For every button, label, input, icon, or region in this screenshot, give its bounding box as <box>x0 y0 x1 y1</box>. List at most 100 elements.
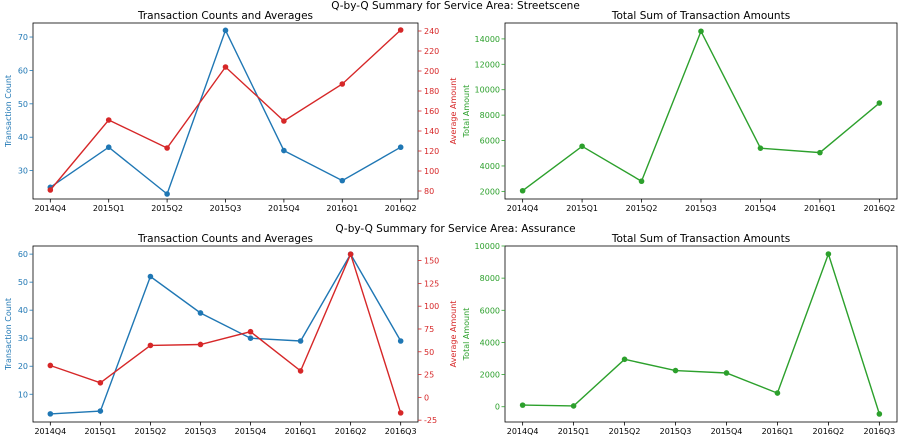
x-tick-label: 2016Q1 <box>762 427 794 436</box>
x-tick-label: 2015Q3 <box>685 204 717 213</box>
data-point <box>519 402 526 408</box>
data-point <box>698 28 704 35</box>
x-tick-label: 2015Q4 <box>268 204 300 213</box>
y-right-tick-label: -25 <box>424 416 437 425</box>
data-point <box>47 187 54 193</box>
x-tick-label: 2015Q1 <box>93 204 125 213</box>
data-point <box>876 100 883 106</box>
chart-title: Transaction Counts and Averages <box>137 233 313 245</box>
y-tick-label: 60 <box>18 250 28 259</box>
y-right-tick-label: 150 <box>424 257 439 266</box>
data-point <box>297 338 304 344</box>
y-right-tick-label: 50 <box>424 348 434 357</box>
series-line-average <box>50 252 402 414</box>
data-point <box>579 143 585 150</box>
data-point <box>197 341 204 348</box>
y-tick-label: 40 <box>18 306 28 315</box>
data-point <box>621 356 628 363</box>
figure-suptitle-assurance: Q-by-Q Summary for Service Area: Assuran… <box>335 223 576 235</box>
y-tick-label: 30 <box>18 334 28 343</box>
series-line-count <box>50 252 402 415</box>
chart-panel-2: Total Sum of Transaction Amounts 2014Q4 20… <box>462 10 898 213</box>
y-tick-label: 40 <box>18 133 28 142</box>
data-point <box>825 251 832 257</box>
x-tick-label: 2014Q4 <box>34 204 66 213</box>
y-tick-label: 70 <box>18 33 28 42</box>
y-tick-label: 6000 <box>480 306 500 315</box>
x-tick-label: 2016Q2 <box>863 204 895 213</box>
data-point <box>339 81 346 87</box>
x-tick-label: 2015Q3 <box>210 204 242 213</box>
x-tick-label: 2016Q2 <box>385 204 417 213</box>
chart-panel-4: Total Sum of Transaction Amounts 2014Q4 20… <box>462 233 898 436</box>
x-tick-label: 2014Q4 <box>507 204 539 213</box>
y-tick-label: 14000 <box>475 35 500 44</box>
y-right-tick-label: 200 <box>424 67 439 76</box>
y-right-tick-label: 120 <box>424 147 439 156</box>
data-point <box>97 408 104 414</box>
series-line-total <box>522 251 881 415</box>
plot-frame <box>504 22 898 200</box>
data-point <box>672 367 679 374</box>
y-axis-label: Transaction Count <box>4 75 13 148</box>
data-point <box>347 251 354 258</box>
data-point <box>817 149 823 156</box>
x-tick-label: 2015Q2 <box>626 204 658 213</box>
chart-panel-1: Transaction Counts and Averages 2014Q4 201… <box>4 10 458 213</box>
y-tick-label: 8000 <box>480 111 500 120</box>
x-tick-label: 2015Q4 <box>745 204 777 213</box>
y-tick-label: 2000 <box>480 187 500 196</box>
data-point <box>164 145 170 151</box>
data-point <box>247 335 254 342</box>
plot-frame <box>32 245 419 423</box>
y-right-axis-label: Average Amount <box>449 301 458 368</box>
y-right-tick-label: 240 <box>424 27 439 36</box>
y-tick-label: 30 <box>18 167 28 176</box>
data-point <box>105 144 112 151</box>
data-point <box>222 64 229 70</box>
y-tick-label: 50 <box>18 278 28 287</box>
data-point <box>164 191 170 197</box>
chart-title: Total Sum of Transaction Amounts <box>611 233 790 245</box>
y-right-tick-label: 80 <box>424 187 434 196</box>
x-tick-label: 2014Q4 <box>34 427 66 436</box>
data-point <box>281 118 287 124</box>
y-tick-label: 60 <box>18 66 28 75</box>
x-tick-label: 2015Q2 <box>135 427 167 436</box>
data-point <box>222 27 229 34</box>
x-tick-label: 2016Q1 <box>326 204 358 213</box>
data-point <box>519 187 526 194</box>
data-point <box>774 390 781 396</box>
y-tick-label: 10000 <box>475 242 500 251</box>
x-tick-label: 2016Q3 <box>863 427 895 436</box>
data-point <box>47 411 54 417</box>
data-point <box>47 362 54 369</box>
data-point <box>247 328 254 335</box>
y-right-tick-label: 75 <box>424 325 434 334</box>
data-point <box>297 368 304 374</box>
figure-suptitle-streetscene: Q-by-Q Summary for Service Area: Streets… <box>331 0 580 12</box>
x-tick-label: 2015Q1 <box>558 427 590 436</box>
data-point <box>397 410 404 416</box>
y-axis-label: Transaction Count <box>4 298 13 371</box>
x-tick-label: 2016Q1 <box>285 427 317 436</box>
plot-frame <box>32 22 419 200</box>
x-tick-label: 2015Q4 <box>711 427 743 436</box>
x-tick-label: 2016Q3 <box>385 427 417 436</box>
chart-panel-3: Transaction Counts and Averages 2014Q4 201… <box>4 233 458 436</box>
data-point <box>757 145 764 151</box>
y-tick-label: 0 <box>495 403 500 412</box>
data-point <box>638 178 645 185</box>
y-tick-label: 10 <box>18 390 28 399</box>
data-point <box>397 27 404 33</box>
y-right-tick-label: 220 <box>424 47 439 56</box>
y-right-tick-label: 180 <box>424 87 439 96</box>
data-point <box>339 177 346 184</box>
y-right-tick-label: 140 <box>424 127 439 136</box>
data-point <box>147 273 154 280</box>
x-tick-label: 2015Q1 <box>566 204 598 213</box>
chart-title: Total Sum of Transaction Amounts <box>611 10 790 22</box>
y-right-tick-label: 125 <box>424 279 439 288</box>
y-axis-label: Total Amount <box>462 85 471 139</box>
data-point <box>570 403 577 409</box>
